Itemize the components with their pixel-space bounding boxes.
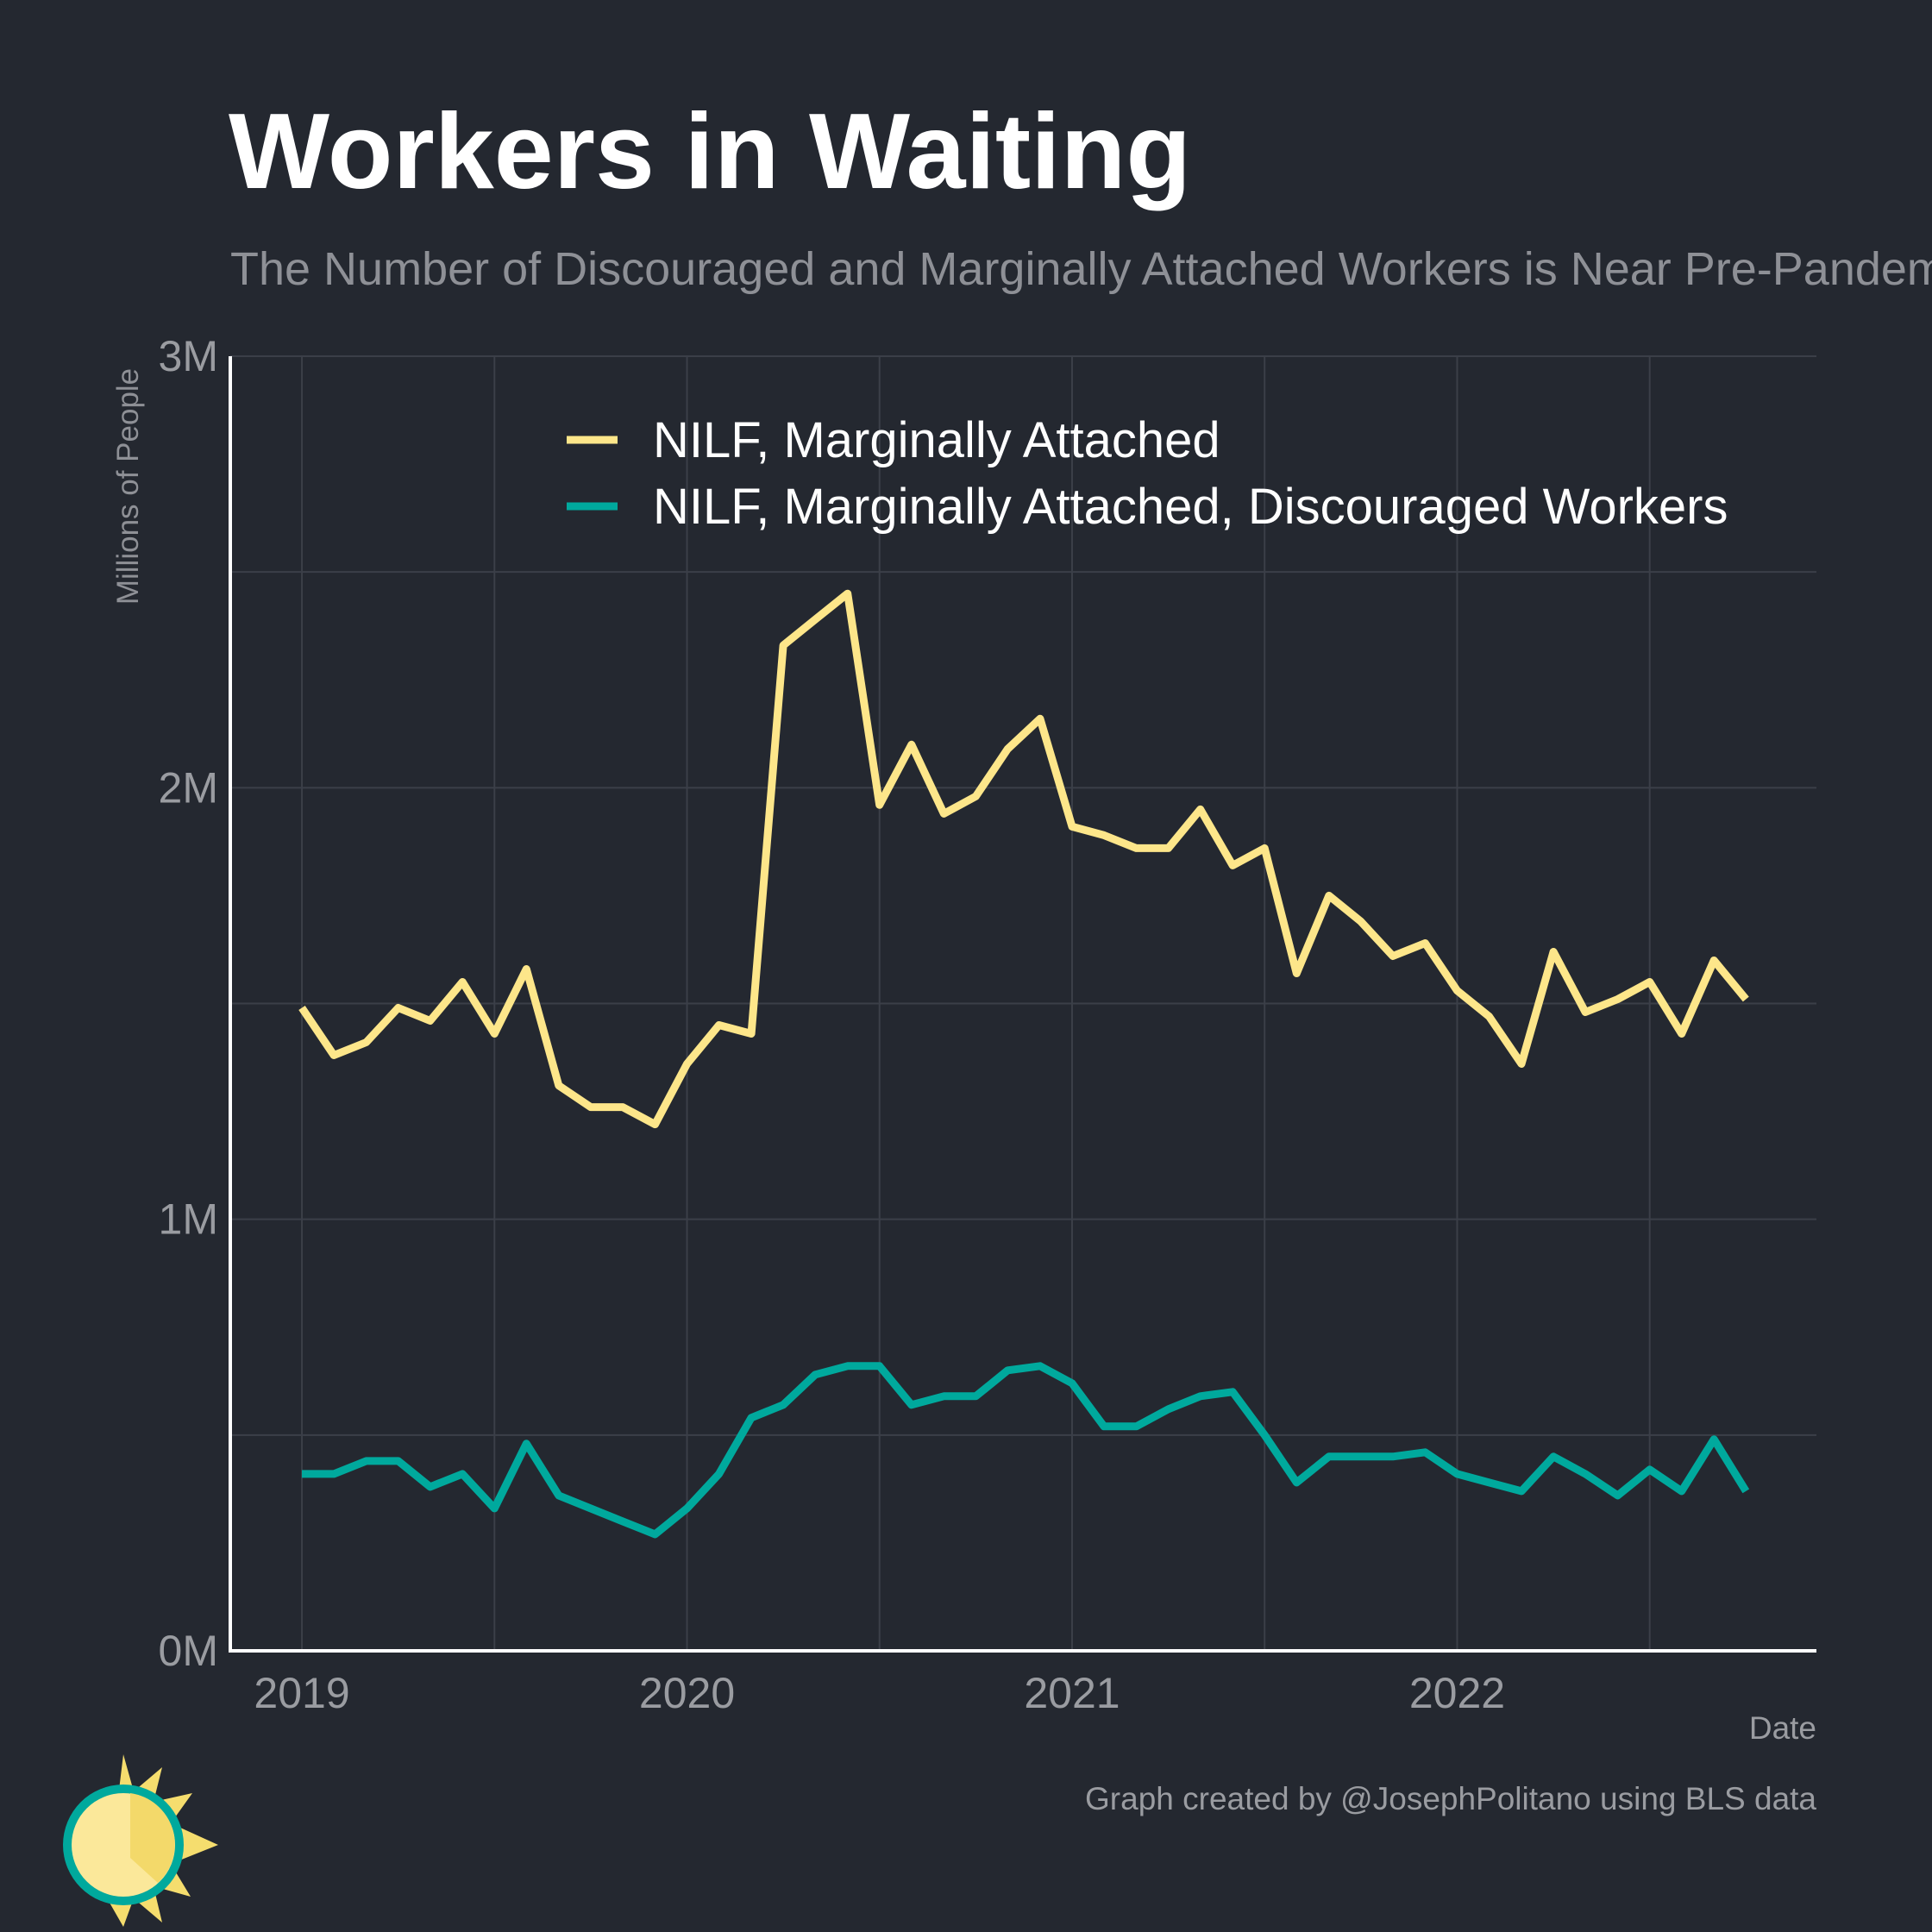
x-tick-label: 2022 [1409,1669,1505,1717]
x-tick-label: 2020 [639,1669,735,1717]
y-tick-label: 0M [159,1627,218,1675]
plot-area: 0M 1M 2M 3M 2019 2020 2021 2022 NILF, Marginally… [159,332,1816,1717]
legend-label: NILF, Marginally Attached, Discouraged W… [653,479,1728,535]
series-line [302,1362,1750,1539]
caption: Graph created by @JosephPolitano using B… [1085,1781,1816,1816]
y-axis-label: Millions of People [111,368,145,605]
chart-subtitle: The Number of Discouraged and Marginally… [230,243,1932,295]
x-tick-label: 2019 [254,1669,349,1717]
logo [63,1754,218,1927]
series-line [298,589,1749,1129]
logo-shade [130,1793,175,1883]
y-tick-label: 3M [159,332,218,380]
x-tick-label: 2021 [1024,1669,1120,1717]
chart-title: Workers in Waiting [229,92,1191,211]
legend-label: NILF, Marginally Attached [653,412,1220,468]
y-tick-label: 1M [159,1195,218,1244]
x-axis-label: Date [1749,1710,1816,1746]
y-tick-label: 2M [159,763,218,812]
